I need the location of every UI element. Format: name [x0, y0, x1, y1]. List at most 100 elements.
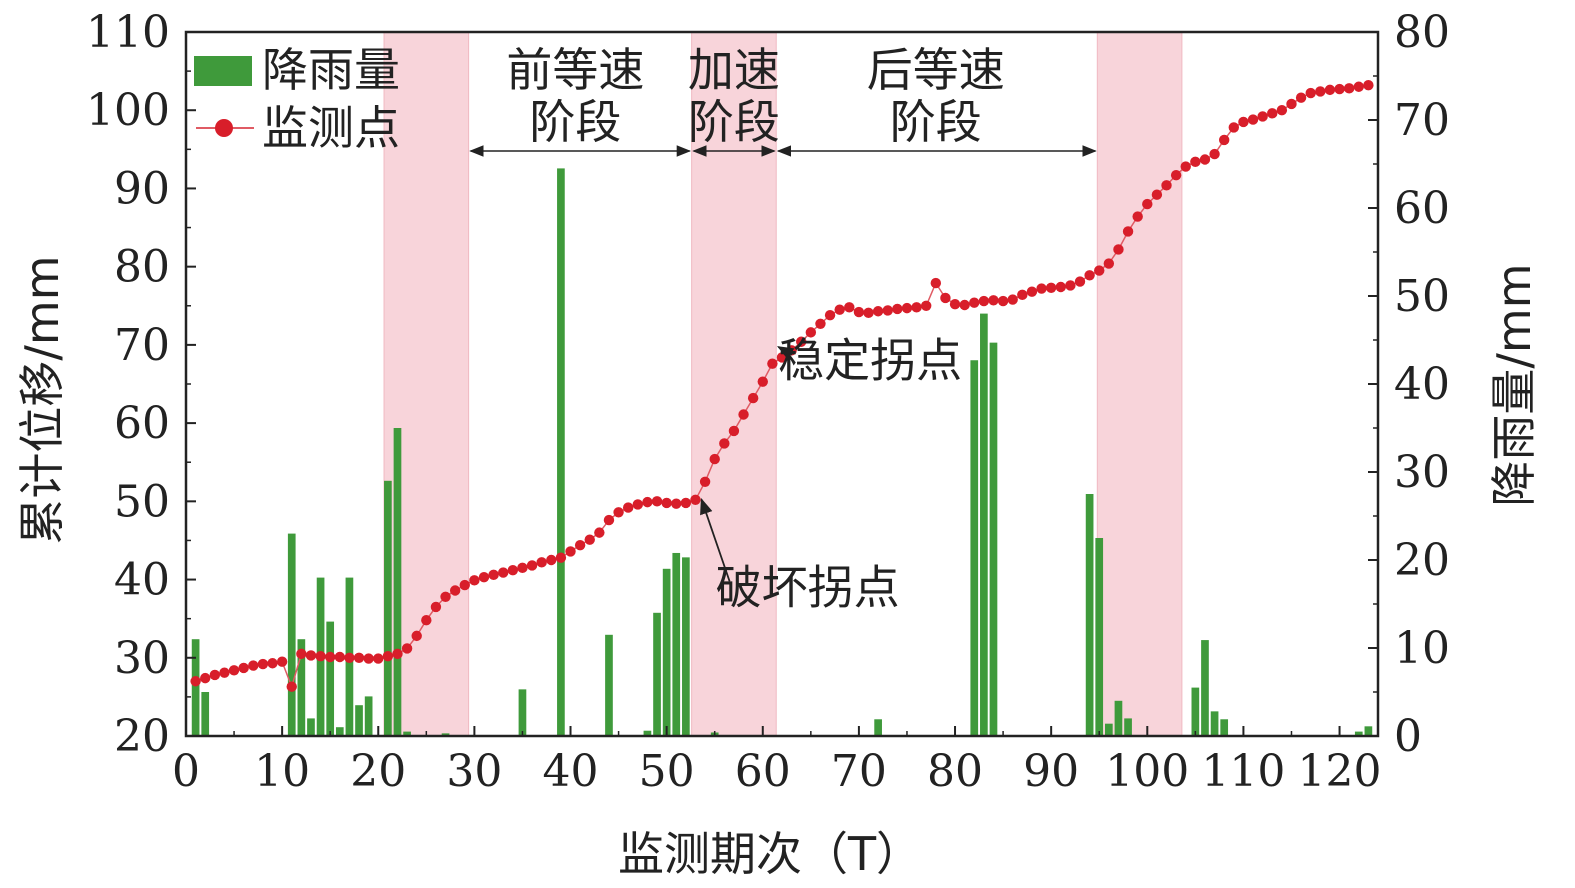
legend-rain-label: 降雨量 — [262, 43, 400, 97]
displacement-point — [440, 591, 451, 602]
x-tick-label: 70 — [831, 746, 887, 797]
right-y-tick-label: 30 — [1394, 447, 1450, 498]
displacement-point — [517, 562, 528, 574]
displacement-point — [1132, 211, 1143, 222]
displacement-point — [1142, 198, 1153, 210]
stage-label-line2: 阶段 — [688, 95, 780, 149]
displacement-point — [959, 299, 970, 311]
right-y-tick-label: 50 — [1394, 271, 1450, 322]
rain-bar — [393, 428, 402, 736]
rain-bar — [403, 731, 411, 736]
displacement-point — [1267, 108, 1278, 119]
displacement-point — [1190, 156, 1201, 168]
displacement-point — [267, 658, 278, 669]
rain-bar — [643, 730, 652, 736]
left-y-tick-label: 60 — [114, 398, 170, 449]
annotation-label: 稳定拐点 — [778, 334, 962, 388]
shaded-region-2 — [1096, 31, 1183, 737]
left-y-axis-ticks: 20 30 40 50 60 70 80 90 100 110 — [86, 7, 196, 762]
rainfall-bars — [191, 168, 1373, 736]
displacement-point — [1199, 154, 1211, 165]
displacement-point — [546, 554, 557, 566]
displacement-point — [324, 651, 336, 663]
stage-label-line2: 阶段 — [890, 95, 982, 149]
rain-bar — [297, 639, 306, 736]
rain-bar — [662, 568, 671, 736]
x-tick-label: 100 — [1105, 746, 1189, 797]
displacement-point — [978, 295, 990, 307]
displacement-point — [1353, 81, 1364, 92]
x-tick-label: 0 — [172, 746, 200, 797]
displacement-point — [469, 575, 480, 586]
displacement-point — [997, 295, 1009, 307]
displacement-point — [305, 650, 317, 661]
displacement-point — [219, 667, 230, 678]
displacement-point — [690, 494, 701, 505]
displacement-point — [1315, 86, 1326, 97]
displacement-point — [1170, 169, 1182, 181]
stage-label-line1: 前等速 — [506, 43, 644, 97]
rain-bar — [307, 718, 315, 736]
left-y-tick-label: 70 — [114, 320, 170, 371]
displacement-point — [940, 292, 951, 304]
displacement-point — [1257, 111, 1268, 122]
displacement-point — [1286, 98, 1297, 110]
displacement-point — [728, 425, 740, 437]
displacement-point — [200, 672, 211, 684]
displacement-point — [892, 303, 903, 315]
stage-label-line2: 阶段 — [529, 95, 621, 149]
legend-points-label: 监测点 — [262, 101, 400, 155]
rain-bar — [874, 719, 882, 736]
displacement-point — [1045, 282, 1057, 293]
displacement-point — [1007, 294, 1018, 305]
displacement-point — [1324, 84, 1336, 96]
displacement-point — [296, 648, 307, 660]
displacement-point — [834, 304, 845, 315]
displacement-point — [430, 601, 442, 613]
displacement-point — [642, 496, 653, 508]
x-axis-ticks: 0 10 20 30 40 50 60 70 80 90 100 110 120 — [172, 726, 1382, 797]
displacement-point — [930, 277, 942, 289]
displacement-point — [209, 669, 221, 681]
displacement-point — [1103, 258, 1115, 269]
displacement-point — [613, 507, 624, 518]
rain-bar — [682, 557, 690, 736]
left-y-tick-label: 100 — [86, 85, 170, 136]
x-tick-label: 60 — [735, 746, 791, 797]
rain-bar — [1124, 718, 1132, 736]
displacement-point — [1334, 83, 1345, 95]
displacement-point — [1228, 122, 1240, 133]
displacement-point — [671, 498, 682, 509]
displacement-point — [651, 496, 663, 507]
displacement-point — [276, 656, 288, 667]
displacement-point — [805, 327, 817, 338]
rain-bar — [326, 621, 335, 736]
rain-bar — [605, 634, 613, 736]
displacement-point — [603, 514, 615, 526]
displacement-point — [228, 665, 240, 676]
displacement-point — [315, 651, 326, 662]
x-tick-label: 120 — [1298, 746, 1382, 797]
displacement-point — [421, 615, 432, 626]
right-y-tick-label: 0 — [1394, 711, 1422, 762]
annotation-arrow — [776, 346, 795, 360]
displacement-point — [1247, 114, 1259, 125]
x-tick-label: 80 — [927, 746, 983, 797]
displacement-point — [1074, 276, 1086, 287]
displacement-point — [459, 579, 470, 591]
displacement-point — [680, 497, 692, 509]
displacement-point — [844, 302, 855, 313]
displacement-point — [632, 499, 644, 510]
x-tick-label: 10 — [254, 746, 310, 797]
rain-bar — [287, 533, 296, 736]
displacement-point — [507, 564, 519, 576]
legend-rain-swatch — [194, 56, 252, 86]
displacement-point — [1305, 87, 1316, 99]
displacement-point — [911, 302, 922, 313]
displacement-point — [1238, 116, 1249, 128]
left-y-tick-label: 80 — [114, 242, 170, 293]
displacement-point — [1161, 180, 1172, 191]
